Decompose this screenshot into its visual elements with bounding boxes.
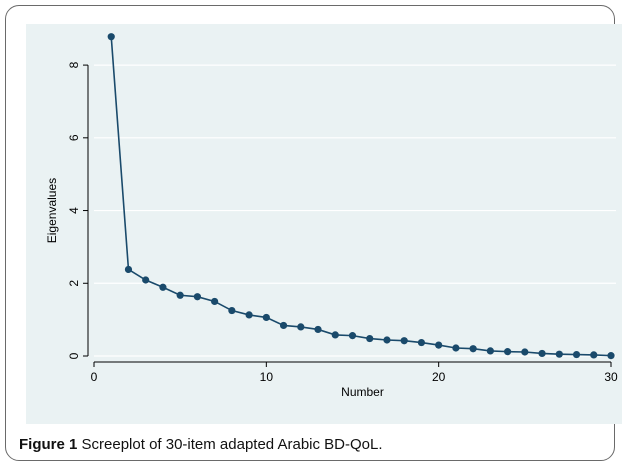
x-tick-label: 30 [604, 370, 618, 384]
scree-plot: 0 2 4 6 8 0 10 20 30 Number Eigenvalues [26, 24, 622, 424]
grid-lines [94, 64, 616, 357]
data-point [107, 33, 115, 41]
data-point [279, 321, 288, 330]
data-point [469, 345, 477, 353]
y-tick-label: 8 [67, 61, 81, 68]
data-point [314, 325, 322, 334]
series-eigenvalues [107, 33, 615, 360]
data-point [521, 348, 529, 356]
data-point [486, 347, 494, 355]
data-point [348, 332, 357, 340]
x-tick-label: 10 [260, 370, 274, 384]
axes: 0 2 4 6 8 0 10 20 30 [67, 61, 618, 384]
data-point [142, 276, 150, 284]
data-point [297, 323, 305, 331]
data-point [572, 350, 581, 359]
figure-caption: Figure 1 Screeplot of 30-item adapted Ar… [19, 436, 383, 453]
x-tick-label: 0 [91, 370, 98, 384]
data-point [228, 306, 236, 315]
x-tick-label: 20 [432, 370, 446, 384]
caption-label: Figure 1 [19, 436, 78, 453]
data-point [400, 337, 408, 345]
data-point [504, 348, 512, 356]
data-point [366, 334, 374, 343]
data-point [159, 283, 167, 291]
data-point [417, 338, 426, 347]
data-point [452, 344, 460, 352]
data-point [555, 350, 563, 358]
data-point [124, 265, 133, 274]
y-tick-label: 6 [67, 134, 81, 141]
y-tick-label: 0 [67, 352, 81, 359]
data-point [538, 349, 546, 358]
data-point [383, 336, 391, 344]
data-point [245, 311, 253, 319]
caption-text: Screeplot of 30-item adapted Arabic BD-Q… [81, 436, 383, 453]
data-point [176, 291, 184, 299]
data-point [435, 341, 443, 349]
data-point [607, 352, 615, 360]
data-point [211, 297, 219, 306]
y-axis-title: Eigenvalues [45, 178, 59, 243]
y-tick-label: 4 [67, 207, 81, 214]
x-axis-title: Number [341, 385, 384, 399]
data-point [262, 313, 270, 322]
scree-plot-svg: 0 2 4 6 8 0 10 20 30 Number Eigenvalues [26, 24, 622, 424]
data-point [193, 293, 201, 301]
data-point [590, 351, 598, 359]
y-tick-label: 2 [67, 280, 81, 287]
data-point [331, 331, 339, 339]
